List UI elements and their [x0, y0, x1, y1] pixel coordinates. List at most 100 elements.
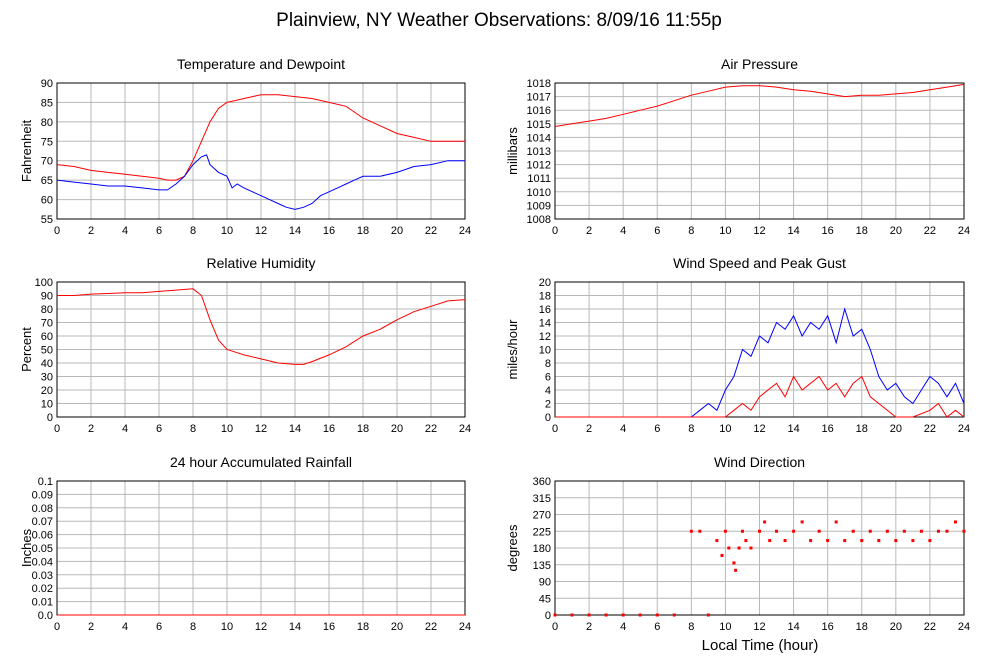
series-line-0	[57, 288, 466, 365]
x-tick-label: 22	[425, 225, 437, 237]
x-tick-label: 0	[552, 423, 558, 435]
x-tick-label: 20	[391, 225, 403, 237]
chart-title: Relative Humidity	[207, 255, 316, 271]
plot-frame	[554, 82, 965, 220]
y-tick-label: 0.07	[32, 516, 53, 528]
chart-title: Wind Direction	[714, 454, 805, 470]
chart-title: 24 hour Accumulated Rainfall	[170, 454, 352, 470]
data-point	[860, 539, 864, 543]
y-tick-label: 50	[41, 345, 53, 357]
x-tick-label: 2	[586, 621, 592, 633]
y-tick-label: 75	[41, 136, 53, 148]
y-tick-label: 55	[41, 214, 53, 226]
x-tick-label: 8	[688, 423, 694, 435]
plot-frame	[554, 281, 965, 418]
y-tick-label: 1018	[527, 78, 551, 90]
y-tick-label: 80	[41, 304, 53, 316]
x-tick-label: 10	[719, 225, 731, 237]
x-tick-label: 24	[958, 423, 970, 435]
x-tick-label: 2	[586, 225, 592, 237]
y-tick-label: 30	[41, 372, 53, 384]
chart-title: Temperature and Dewpoint	[177, 56, 345, 72]
y-tick-label: 0.05	[32, 543, 53, 555]
x-tick-label: 12	[255, 621, 267, 633]
x-tick-label: 16	[822, 225, 834, 237]
data-point	[763, 520, 767, 524]
x-tick-label: 18	[357, 423, 369, 435]
data-point	[945, 529, 949, 533]
x-tick-label: 22	[924, 423, 936, 435]
series-line-1	[56, 154, 465, 210]
data-point	[744, 539, 748, 543]
y-tick-label: 90	[539, 577, 551, 589]
x-tick-label: 18	[856, 423, 868, 435]
x-tick-label: 18	[856, 621, 868, 633]
y-tick-label: 0	[47, 412, 53, 424]
data-point	[734, 568, 738, 572]
data-point	[758, 529, 761, 533]
x-tick-label: 8	[190, 225, 196, 237]
x-tick-label: 14	[787, 225, 799, 237]
x-tick-label: 0	[54, 423, 60, 435]
x-tick-label: 20	[391, 423, 403, 435]
x-tick-label: 4	[122, 621, 128, 633]
x-tick-label: 10	[221, 423, 233, 435]
data-point	[902, 529, 906, 533]
y-axis-label: miles/hour	[505, 319, 520, 380]
x-tick-label: 14	[787, 621, 799, 633]
y-tick-label: 10	[539, 345, 551, 357]
data-point	[720, 553, 724, 557]
y-axis-label: Fahrenheit	[19, 120, 34, 183]
x-tick-label: 16	[323, 423, 335, 435]
y-tick-label: 225	[533, 526, 551, 538]
x-tick-label: 0	[552, 621, 558, 633]
y-tick-label: 90	[41, 291, 53, 303]
chart-title: Air Pressure	[721, 56, 798, 72]
data-point	[843, 539, 847, 543]
chart-title: Wind Speed and Peak Gust	[673, 255, 846, 271]
data-point	[706, 613, 710, 617]
y-tick-label: 65	[41, 175, 53, 187]
x-tick-label: 2	[586, 423, 592, 435]
data-point	[740, 529, 744, 533]
data-point	[783, 539, 787, 543]
x-tick-label: 4	[620, 423, 626, 435]
y-tick-label: 0.01	[32, 597, 53, 609]
x-tick-label: 4	[122, 225, 128, 237]
y-tick-label: 40	[41, 358, 53, 370]
y-tick-label: 6	[545, 372, 551, 384]
y-axis-label: millibars	[505, 127, 520, 175]
y-tick-label: 135	[533, 560, 551, 572]
data-point	[723, 529, 727, 533]
x-tick-label: 0	[552, 225, 558, 237]
plot-frame	[554, 480, 965, 616]
y-axis-label: Percent	[19, 327, 34, 372]
y-tick-label: 1017	[527, 92, 551, 104]
data-point	[727, 546, 731, 550]
data-point	[885, 529, 889, 533]
data-point	[834, 520, 838, 524]
y-tick-label: 80	[41, 117, 53, 129]
x-tick-label: 4	[620, 621, 626, 633]
data-point	[604, 613, 608, 617]
data-point	[936, 529, 940, 533]
data-point	[894, 539, 898, 543]
data-point	[809, 539, 813, 543]
y-tick-label: 180	[533, 543, 551, 555]
data-point	[775, 529, 779, 533]
data-point	[655, 613, 659, 617]
x-tick-label: 16	[822, 423, 834, 435]
x-tick-label: 10	[221, 621, 233, 633]
x-tick-label: 10	[221, 225, 233, 237]
y-tick-label: 0.0	[38, 610, 53, 622]
y-tick-label: 0.03	[32, 570, 53, 582]
x-tick-label: 12	[753, 225, 765, 237]
x-tick-label: 14	[289, 621, 301, 633]
x-tick-label: 6	[156, 621, 162, 633]
data-point	[919, 529, 923, 533]
y-tick-label: 1013	[527, 146, 551, 158]
y-tick-label: 0	[545, 412, 551, 424]
